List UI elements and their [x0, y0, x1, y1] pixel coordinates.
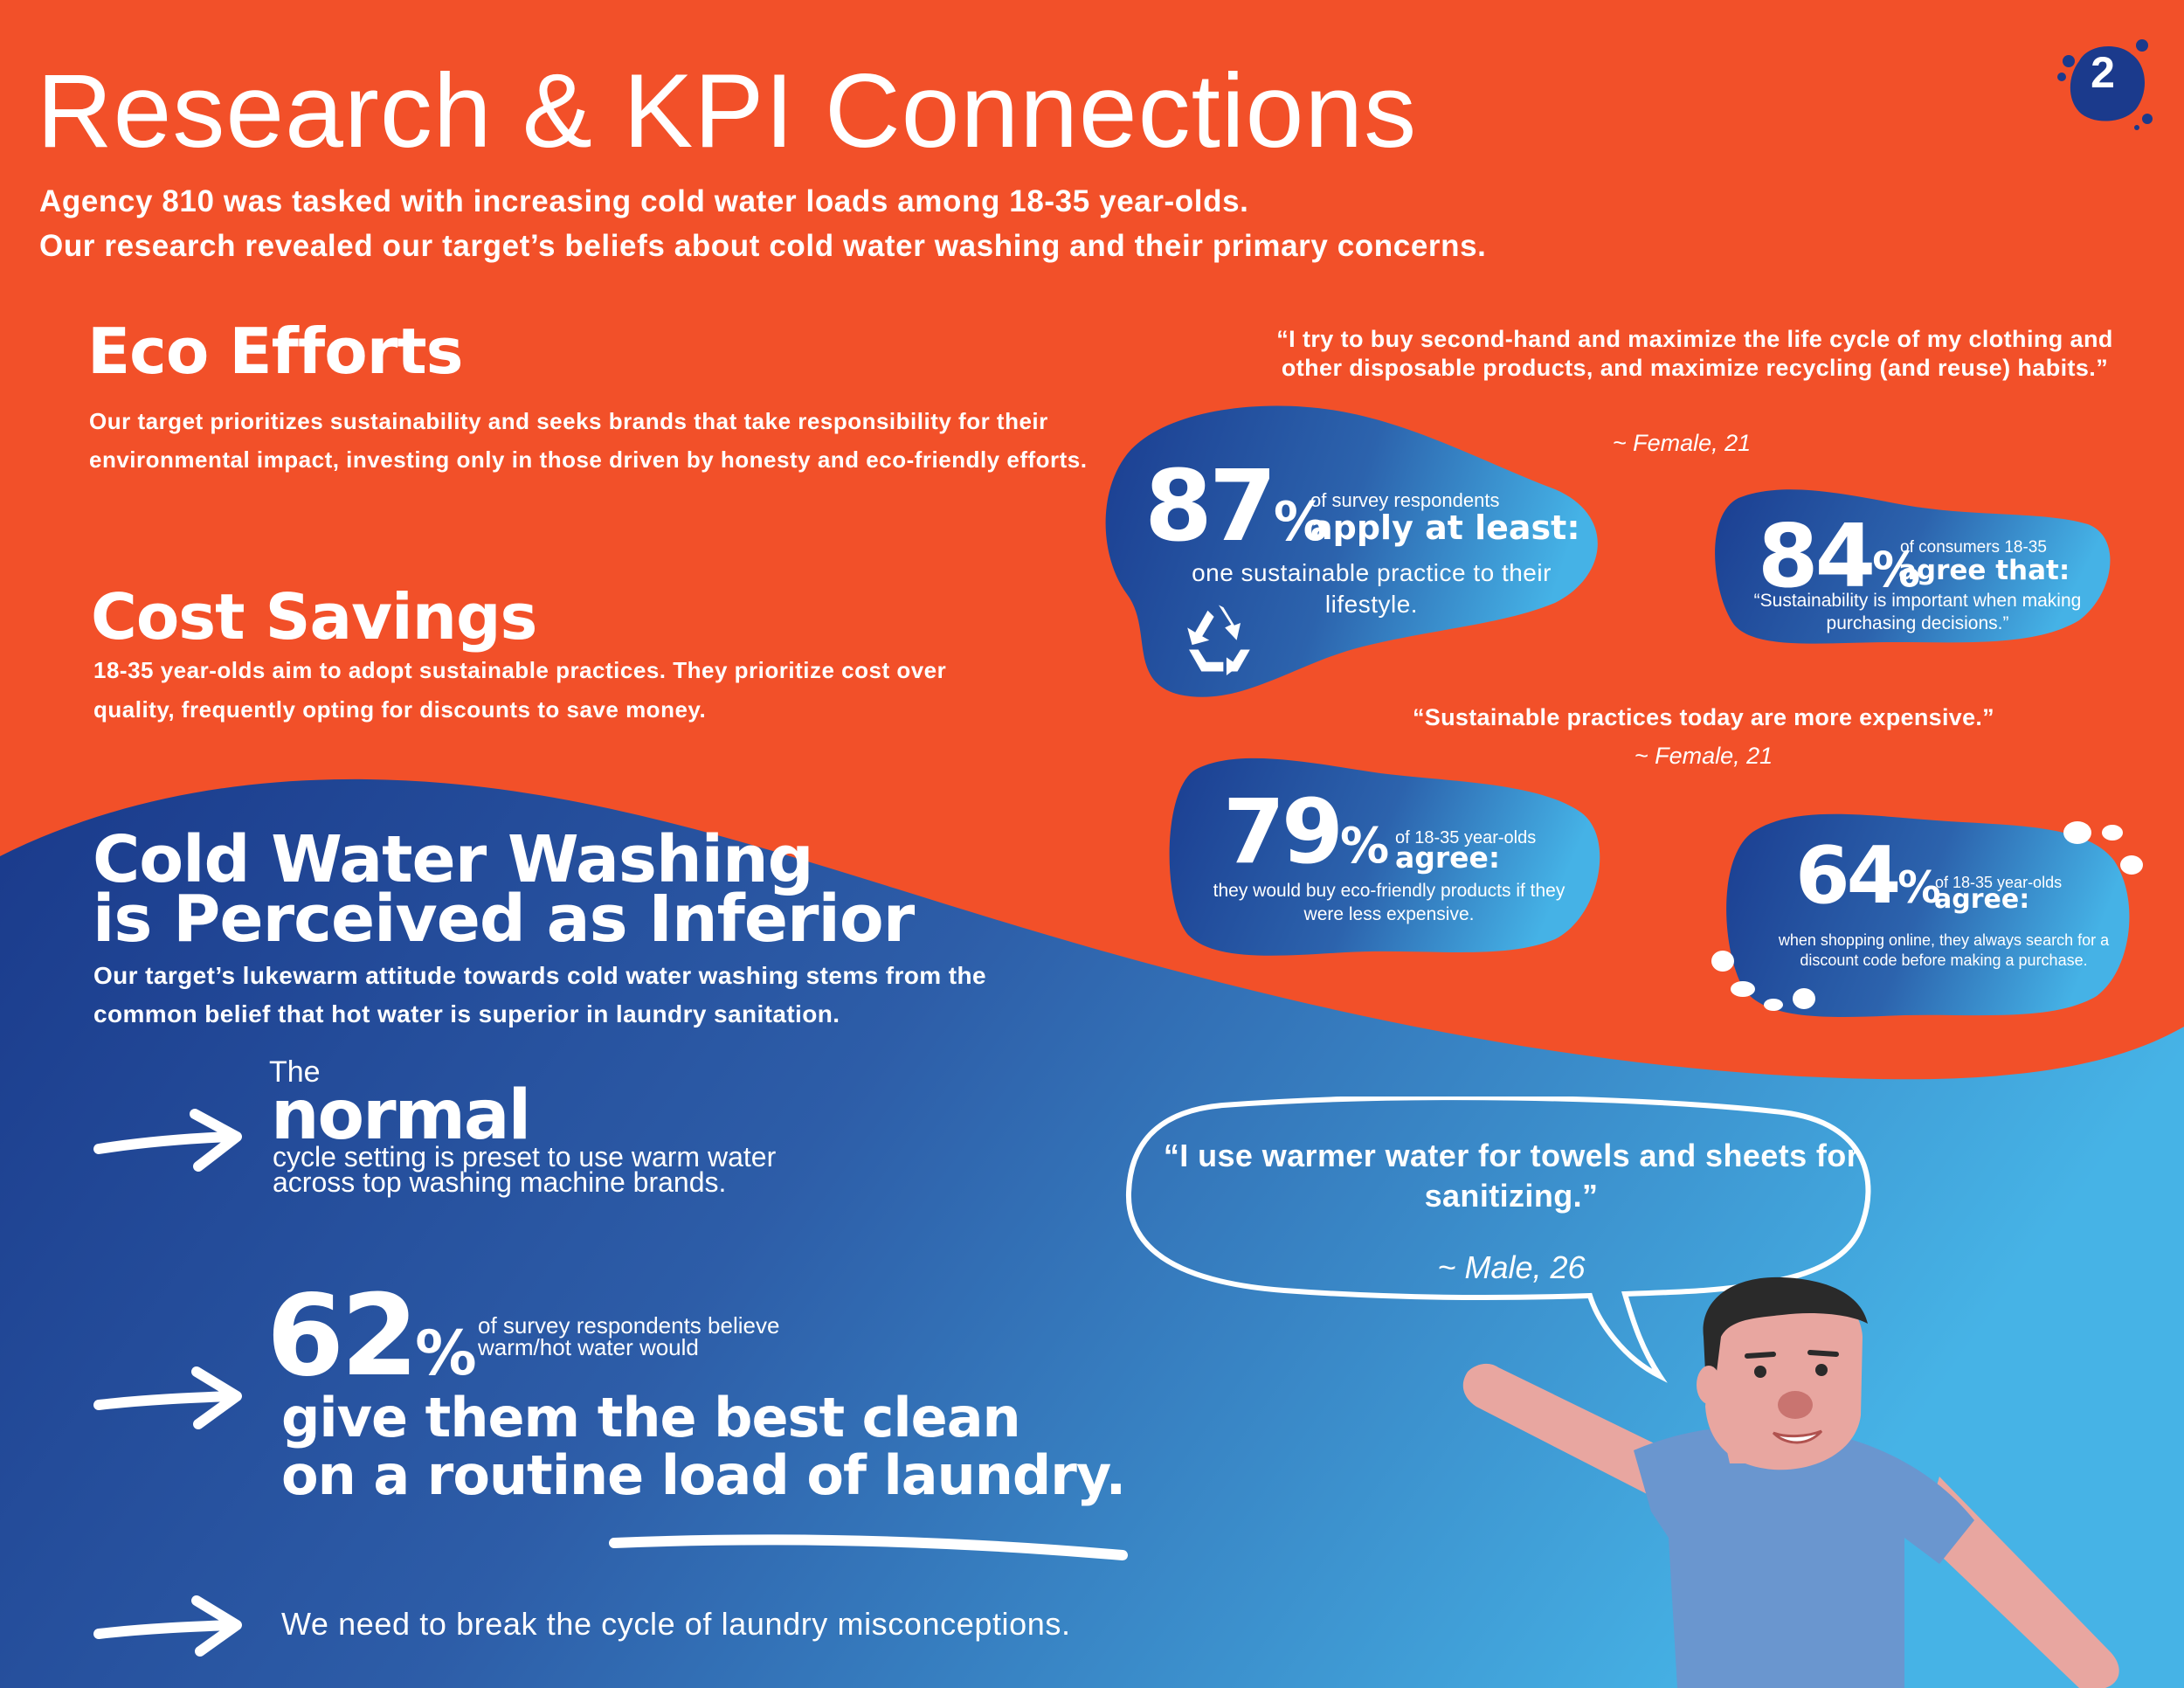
droplet — [2102, 825, 2123, 841]
stat-64-number: 64% — [1795, 830, 1941, 922]
blob-84 — [1715, 489, 2111, 644]
stat-64-value: 64 — [1795, 830, 1901, 922]
droplet — [1711, 951, 1734, 972]
stat-64-sub: of 18-35 year-olds — [1935, 874, 2063, 891]
speech-text: “I use warmer water for towels and sheet… — [1163, 1138, 1860, 1214]
stat-64-desc: when shopping online, they always search… — [1778, 931, 2110, 969]
page-title: Research & KPI Connections — [37, 52, 1418, 169]
normal-desc: cycle setting is preset to use warm wate… — [273, 1141, 777, 1198]
stat-62-unit: % — [415, 1318, 477, 1389]
droplet — [1764, 999, 1783, 1011]
stat-79-label: agree: — [1395, 841, 1501, 875]
eco-heading: Eco Efforts — [87, 315, 463, 388]
arrow-right-icon — [93, 1366, 242, 1429]
normal-word: normal — [271, 1076, 531, 1155]
intro-line-2: Our research revealed our target’s belie… — [39, 229, 1487, 263]
recycle-icon — [1187, 605, 1250, 675]
stat-84-label: agree that: — [1898, 555, 2070, 586]
quote-top-attribution: ~ Female, 21 — [1612, 430, 1752, 456]
intro-text: Agency 810 was tasked with increasing co… — [39, 179, 1487, 268]
stat-87-sub: of survey respondents — [1310, 489, 1500, 511]
stat-87-desc: one sustainable practice to their lifest… — [1192, 559, 1552, 618]
stat-62-main-line-1: give them the best clean — [281, 1386, 1021, 1449]
cold-heading: Cold Water Washing is Perceived as Infer… — [93, 822, 915, 957]
stat-79-value: 79 — [1223, 780, 1344, 884]
speech-bubble — [1125, 1097, 1871, 1383]
speech-attribution: ~ Male, 26 — [1437, 1249, 1586, 1285]
closing-statement: We need to break the cycle of laundry mi… — [281, 1606, 1071, 1642]
cold-body: Our target’s lukewarm attitude towards c… — [93, 962, 986, 1027]
blob-87 — [1105, 405, 1598, 697]
stat-64-unit: % — [1897, 862, 1941, 913]
stat-79-desc: they would buy eco-friendly products if … — [1213, 881, 1565, 924]
arrow-right-icon — [93, 1109, 242, 1172]
underline-stroke — [609, 1534, 1128, 1560]
page-number: 2 — [2091, 48, 2115, 97]
normal-the: The — [269, 1055, 321, 1089]
quote-mid: “Sustainable practices today are more ex… — [1413, 704, 1994, 730]
stat-84-sub: of consumers 18-35 — [1900, 538, 2047, 557]
cold-heading-line-2: is Perceived as Inferior — [93, 882, 915, 957]
stat-87-unit: % — [1273, 490, 1328, 553]
arrow-right-icon — [93, 1595, 242, 1657]
man-illustration — [1462, 1276, 2119, 1688]
droplet — [1793, 988, 1815, 1009]
cost-heading: Cost Savings — [91, 580, 537, 654]
intro-line-1: Agency 810 was tasked with increasing co… — [39, 184, 1249, 218]
stat-62-number: 62% — [266, 1271, 477, 1401]
stat-84-unit: % — [1872, 542, 1921, 598]
stat-87-label: apply at least: — [1310, 508, 1580, 547]
quote-top: “I try to buy second-hand and maximize t… — [1276, 326, 2113, 381]
stat-64-label: agree: — [1934, 884, 2030, 915]
stat-62-sub: of survey respondents believe warm/hot w… — [478, 1312, 780, 1360]
blob-64 — [1726, 813, 2130, 1017]
droplet — [2063, 821, 2091, 844]
stat-84-value: 84 — [1758, 505, 1876, 607]
stat-79-unit: % — [1339, 818, 1390, 875]
stat-62-main: give them the best clean on a routine lo… — [281, 1386, 1126, 1507]
droplet — [1731, 981, 1755, 997]
stat-79-number: 79% — [1223, 780, 1389, 884]
stat-84-desc: “Sustainability is important when making… — [1753, 591, 2082, 633]
eco-body: Our target prioritizes sustainability an… — [89, 408, 1088, 473]
stat-62-value: 62 — [266, 1271, 418, 1401]
stat-79-sub: of 18-35 year-olds — [1395, 828, 1537, 847]
droplet — [2120, 855, 2143, 875]
quote-mid-attribution: ~ Female, 21 — [1634, 743, 1773, 769]
paint-splat-badge — [2057, 39, 2153, 130]
blob-79 — [1169, 758, 1600, 956]
stat-84-number: 84% — [1758, 505, 1920, 607]
cold-heading-line-1: Cold Water Washing — [93, 822, 814, 897]
stat-87-number: 87% — [1144, 450, 1328, 564]
stat-62-main-line-2: on a routine load of laundry. — [281, 1443, 1126, 1507]
stat-87-value: 87 — [1144, 450, 1277, 564]
cost-body: 18-35 year-olds aim to adopt sustainable… — [93, 657, 947, 723]
